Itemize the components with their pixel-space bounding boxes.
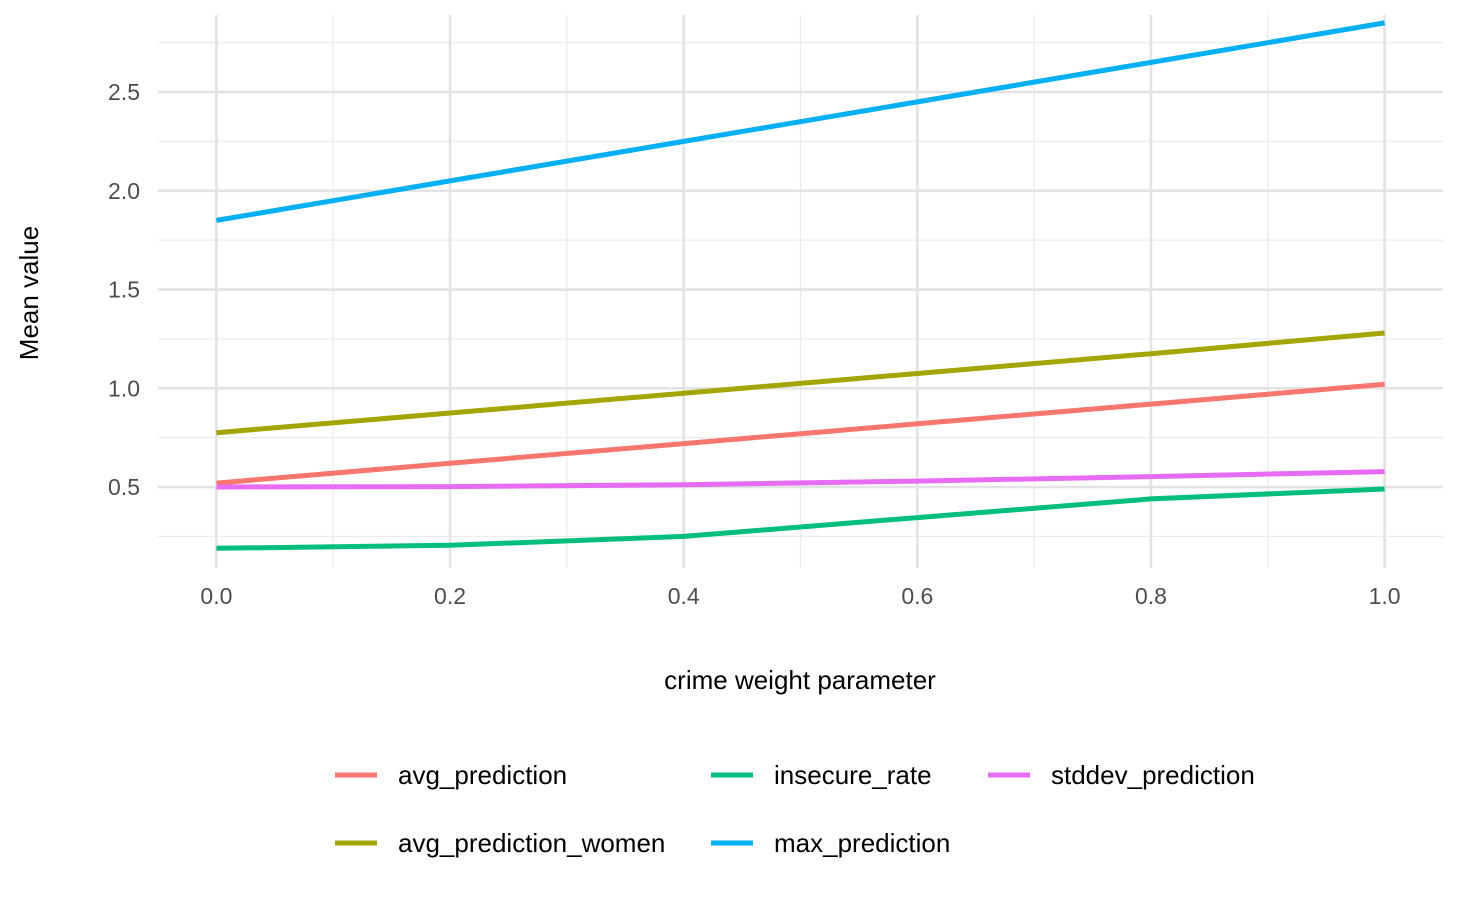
legend-item: max_prediction xyxy=(711,828,950,858)
y-tick-label: 2.0 xyxy=(108,178,140,204)
legend-item: insecure_rate xyxy=(711,760,932,790)
series-line-insecure_rate xyxy=(216,486,1385,551)
legend-label: avg_prediction_women xyxy=(398,828,665,858)
major-gridlines xyxy=(158,15,1443,568)
legend-label: max_prediction xyxy=(774,828,950,858)
y-axis-ticks: 0.5 1.0 1.5 2.0 2.5 xyxy=(108,79,140,500)
x-tick-label: 0.4 xyxy=(668,583,700,609)
legend-item: stddev_prediction xyxy=(988,760,1255,790)
y-tick-label: 1.5 xyxy=(108,277,140,303)
series-line-stddev_prediction xyxy=(216,469,1385,490)
x-tick-label: 0.8 xyxy=(1135,583,1167,609)
x-tick-label: 0.0 xyxy=(200,583,232,609)
x-tick-label: 1.0 xyxy=(1369,583,1401,609)
legend-label: insecure_rate xyxy=(774,760,932,790)
y-tick-label: 2.5 xyxy=(108,79,140,105)
x-tick-label: 0.2 xyxy=(434,583,466,609)
y-tick-label: 1.0 xyxy=(108,375,140,401)
legend-item: avg_prediction xyxy=(335,760,567,790)
y-axis-title: Mean value xyxy=(14,226,44,360)
series-line-max_prediction xyxy=(215,20,1386,223)
series-lines xyxy=(215,20,1386,551)
series-line-avg_prediction xyxy=(216,381,1385,486)
legend: avg_prediction insecure_rate stddev_predic… xyxy=(335,760,1255,858)
x-axis-title: crime weight parameter xyxy=(664,665,936,695)
series-line-avg_prediction_women xyxy=(216,330,1385,436)
minor-gridlines xyxy=(158,15,1443,568)
x-axis-ticks: 0.0 0.2 0.4 0.6 0.8 1.0 xyxy=(200,583,1400,609)
legend-item: avg_prediction_women xyxy=(335,828,665,858)
legend-label: stddev_prediction xyxy=(1051,760,1255,790)
y-tick-label: 0.5 xyxy=(108,474,140,500)
x-tick-label: 0.6 xyxy=(901,583,933,609)
legend-label: avg_prediction xyxy=(398,760,567,790)
